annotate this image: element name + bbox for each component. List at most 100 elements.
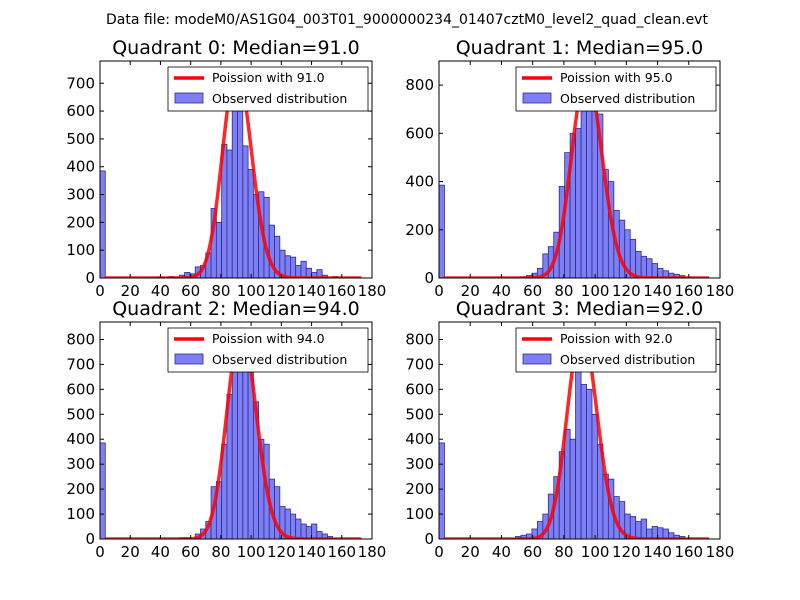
histogram-bar <box>439 442 445 539</box>
legend-frame <box>167 66 369 112</box>
legend-bar-swatch <box>522 92 552 104</box>
y-tick-label: 300 <box>66 186 95 204</box>
x-tick-label: 60 <box>181 543 200 561</box>
legend: Poission with 92.0 Observed distribution <box>515 327 717 373</box>
legend-bar-label: Observed distribution <box>212 91 347 106</box>
y-tick-label: 0 <box>424 269 434 287</box>
histogram-bar <box>564 428 571 539</box>
x-tick-label: 80 <box>211 543 230 561</box>
subplot-quadrant-0: 0 20 40 60 80 100 120 140 160 1800100200300400500… <box>66 37 386 300</box>
x-tick-label: 140 <box>643 282 672 300</box>
y-tick-label: 600 <box>66 102 95 120</box>
x-tick-label: 160 <box>327 282 356 300</box>
x-tick-label: 80 <box>211 282 230 300</box>
y-tick-label: 800 <box>66 330 95 348</box>
x-tick-label: 40 <box>151 543 170 561</box>
histogram-bar <box>289 513 297 539</box>
legend-line-label: Poission with 95.0 <box>560 70 673 85</box>
histogram-bar <box>640 518 648 539</box>
y-tick-label: 200 <box>66 480 95 498</box>
subplot-title: Quadrant 3: Median=92.0 <box>456 298 704 320</box>
subplot-title: Quadrant 2: Median=94.0 <box>112 298 360 320</box>
x-tick-label: 100 <box>581 282 610 300</box>
x-tick-label: 180 <box>358 543 387 561</box>
y-tick-label: 200 <box>405 480 434 498</box>
x-tick-label: 100 <box>237 282 266 300</box>
y-tick-label: 0 <box>85 530 95 548</box>
histogram-bar <box>580 383 587 539</box>
legend-line-label: Poission with 94.0 <box>212 331 325 346</box>
x-tick-label: 20 <box>121 543 140 561</box>
histogram-bar <box>311 523 318 539</box>
x-tick-label: 140 <box>643 543 672 561</box>
y-tick-label: 600 <box>66 380 95 398</box>
x-tick-label: 40 <box>151 282 170 300</box>
histogram-bar <box>300 260 307 278</box>
histogram-bar <box>284 255 291 278</box>
x-tick-label: 120 <box>612 282 641 300</box>
y-tick-label: 100 <box>66 241 95 259</box>
x-tick-label: 20 <box>461 543 480 561</box>
histogram-bar <box>215 221 223 278</box>
legend-line-label: Poission with 91.0 <box>212 70 325 85</box>
y-tick-label: 400 <box>66 158 95 176</box>
x-tick-label: 160 <box>327 543 356 561</box>
x-tick-label: 80 <box>554 282 573 300</box>
x-tick-label: 60 <box>523 543 542 561</box>
y-tick-label: 700 <box>405 355 434 373</box>
histogram-bar <box>591 413 598 539</box>
histogram-bar <box>575 359 582 539</box>
x-tick-label: 80 <box>554 543 573 561</box>
legend-bar-swatch <box>174 353 204 365</box>
x-tick-label: 0 <box>95 282 105 300</box>
legend-bar-label: Observed distribution <box>560 91 695 106</box>
subplot-quadrant-2: 0 20 40 60 80 100 120 140 160 1800100200300400500… <box>66 298 386 561</box>
x-tick-label: 180 <box>358 282 387 300</box>
x-tick-label: 20 <box>461 282 480 300</box>
legend-frame <box>515 327 717 373</box>
histogram-bar <box>295 265 302 278</box>
x-tick-label: 40 <box>492 543 511 561</box>
subplot-quadrant-3: 0 20 40 60 80 100 120 140 160 1800100200300400500… <box>405 298 734 561</box>
x-tick-label: 100 <box>581 543 610 561</box>
histogram-bar <box>646 258 653 278</box>
y-tick-label: 100 <box>405 505 434 523</box>
y-tick-label: 700 <box>66 74 95 92</box>
x-tick-label: 180 <box>706 282 735 300</box>
histogram-bar <box>586 388 593 539</box>
y-tick-label: 600 <box>405 380 434 398</box>
y-tick-label: 500 <box>66 405 95 423</box>
x-tick-label: 120 <box>612 543 641 561</box>
x-tick-label: 100 <box>237 543 266 561</box>
subplot-title: Quadrant 0: Median=91.0 <box>112 37 360 59</box>
histogram-bar <box>237 110 244 278</box>
x-tick-label: 60 <box>523 282 542 300</box>
axes-frame <box>438 321 721 540</box>
histogram-bar <box>231 82 238 278</box>
legend: Poission with 91.0 Observed distribution <box>167 66 369 112</box>
histogram-bar <box>100 170 106 278</box>
legend-frame <box>167 327 369 373</box>
x-tick-label: 60 <box>181 282 200 300</box>
histogram-bar <box>651 263 658 278</box>
histogram-bar <box>231 364 238 539</box>
poisson-curve <box>442 73 711 278</box>
x-tick-label: 180 <box>706 543 735 561</box>
x-tick-label: 0 <box>95 543 105 561</box>
histogram-bar <box>295 518 302 539</box>
y-tick-label: 300 <box>405 455 434 473</box>
histogram-bar <box>289 256 297 278</box>
histogram-bar <box>100 442 106 539</box>
y-tick-label: 800 <box>405 330 434 348</box>
y-tick-label: 500 <box>66 130 95 148</box>
subplot-quadrant-1: 0 20 40 60 80 100 120 140 160 180 0 200 400 600 800 Qua… <box>405 37 734 300</box>
y-tick-label: 400 <box>405 430 434 448</box>
y-tick-label: 300 <box>66 455 95 473</box>
legend: Poission with 95.0 Observed distribution <box>515 66 717 112</box>
y-tick-label: 200 <box>405 221 434 239</box>
histogram-bar <box>575 128 582 278</box>
histogram-bar <box>242 145 249 278</box>
axes-frame <box>99 321 373 540</box>
histogram-bar <box>635 251 642 278</box>
